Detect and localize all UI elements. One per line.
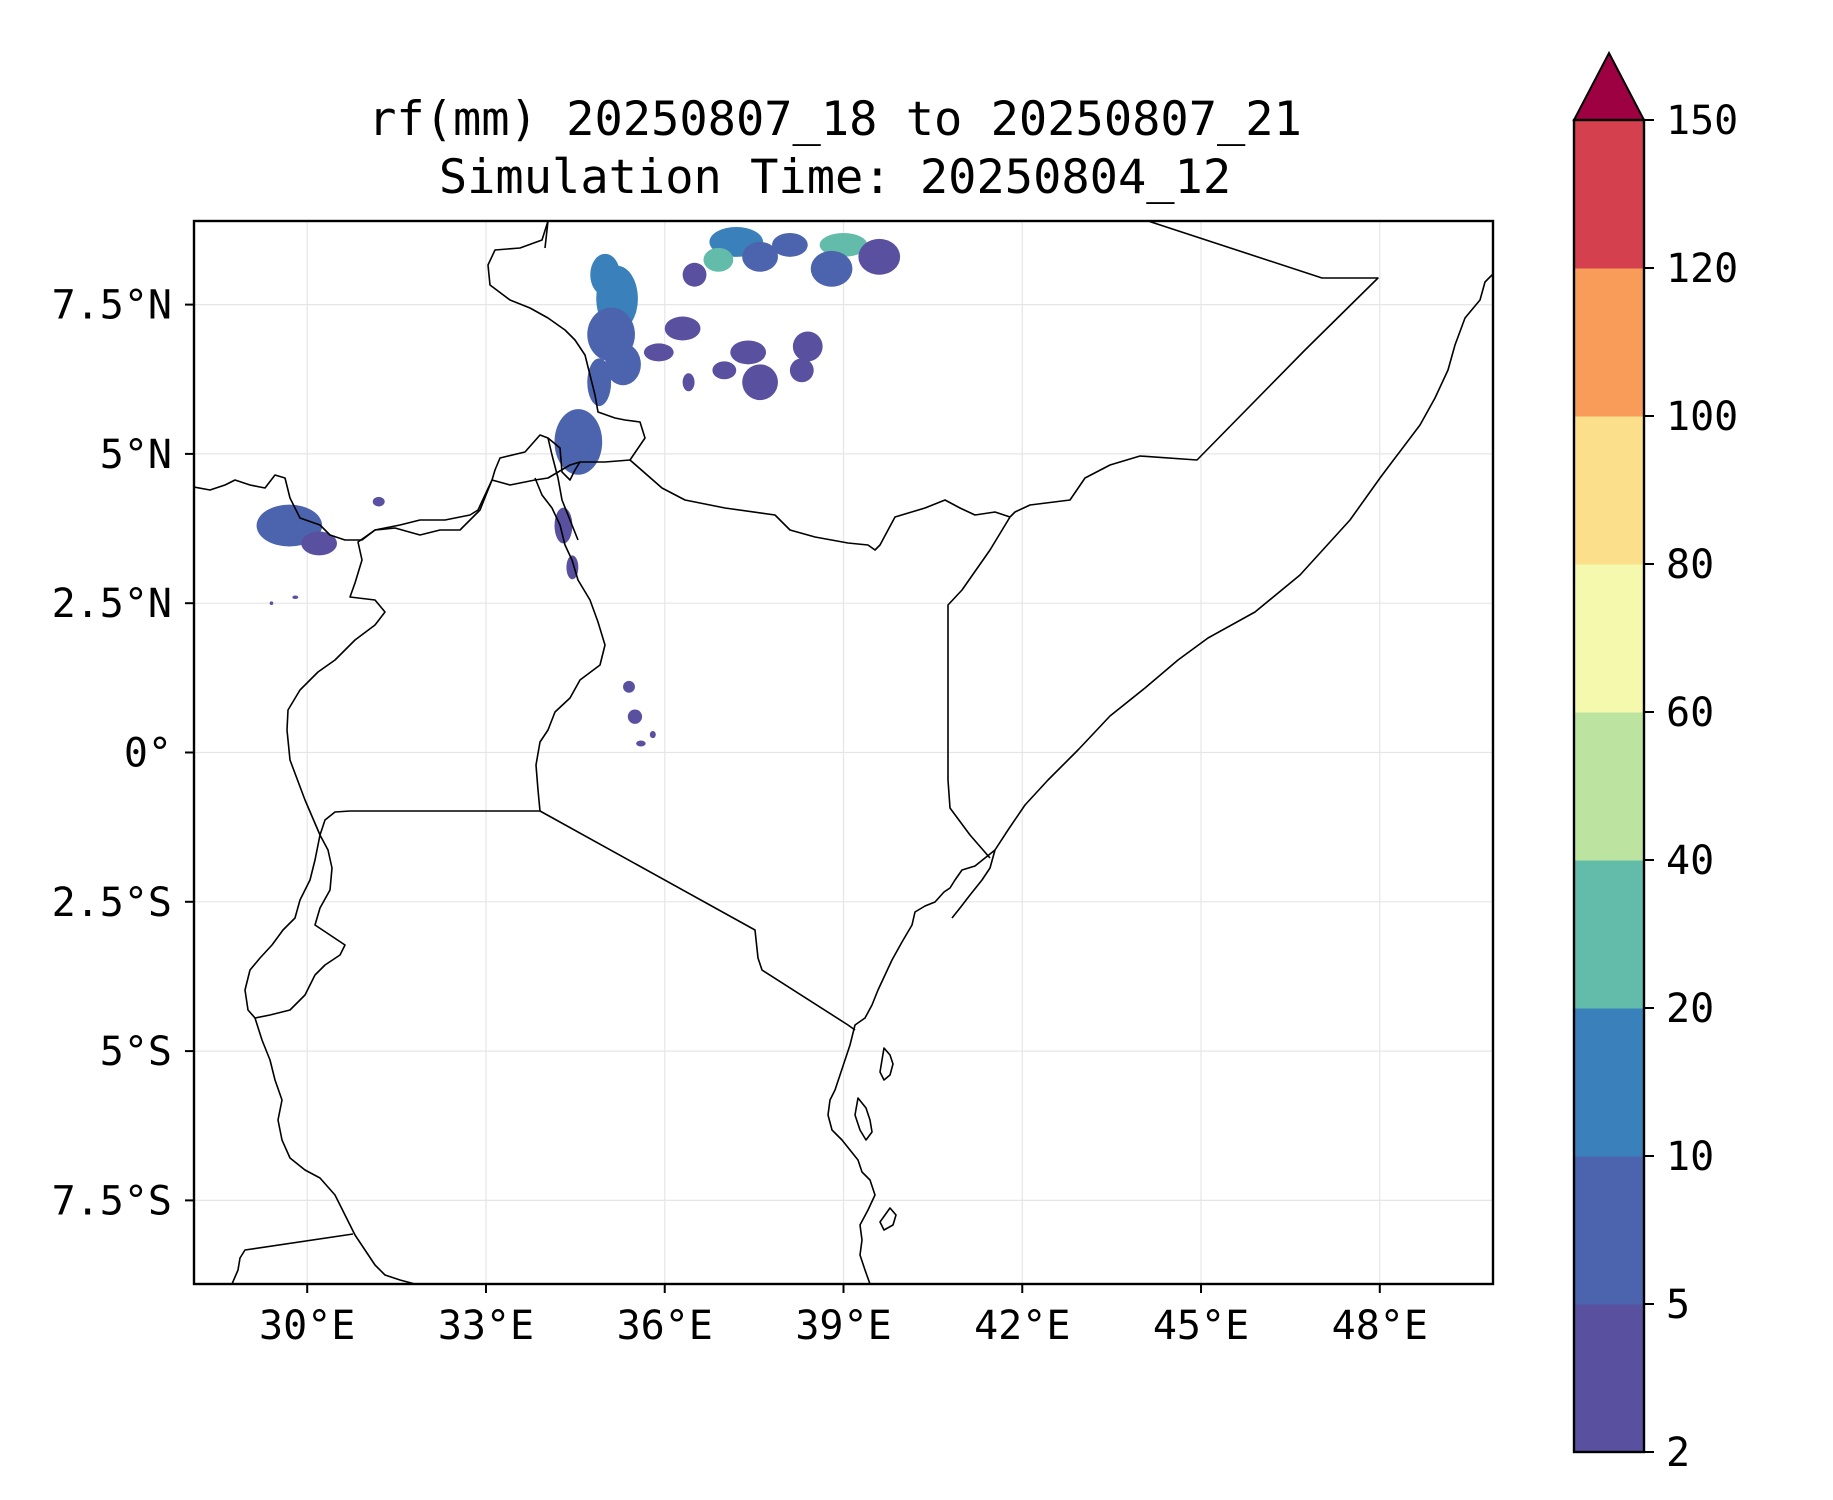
- colorbar-band: [1574, 416, 1644, 565]
- rain-cell: [292, 595, 299, 600]
- rain-cell: [636, 740, 646, 747]
- rain-cell: [649, 731, 656, 739]
- colorbar-tick-label: 10: [1666, 1134, 1714, 1180]
- latitude-ticks: 7.5°N 5°N 2.5°N 0° 2.5°S 5°S 7.5°S: [52, 283, 194, 1224]
- rain-cell: [590, 253, 621, 296]
- lat-tick-label: 5°N: [100, 432, 172, 478]
- colorbar-band: [1574, 1156, 1644, 1305]
- colorbar-tick-label: 120: [1666, 246, 1738, 292]
- southsudan-drc-border: [194, 474, 493, 541]
- rain-cell: [623, 680, 635, 693]
- kenya-tanzania-border: [539, 810, 856, 1031]
- rain-cell: [742, 364, 778, 401]
- rain-cell: [643, 343, 674, 362]
- colorbar-frame: [1572, 118, 1646, 1454]
- rwanda-burundi-border: [244, 834, 346, 1019]
- rain-cell: [627, 709, 643, 724]
- rain-cell: [554, 409, 603, 475]
- lat-tick-label: 2.5°S: [52, 880, 172, 926]
- colorbar-tick-label: 60: [1666, 690, 1714, 736]
- lon-tick-label: 39°E: [795, 1303, 891, 1349]
- ethiopia-kenya-border: [629, 459, 1011, 551]
- rain-cell: [301, 531, 338, 556]
- map-subtitle: Simulation Time: 20250804_12: [439, 150, 1231, 205]
- colorbar-tick-label: 80: [1666, 542, 1714, 588]
- rain-cell: [789, 358, 814, 383]
- colorbar-bands: [1574, 120, 1644, 1453]
- uganda-tanzania-border: [319, 810, 540, 836]
- ethiopia-somalia-border: [1009, 221, 1379, 518]
- colorbar-band: [1574, 860, 1644, 1009]
- kenya-uganda-border: [491, 461, 581, 486]
- rain-cell: [269, 601, 274, 605]
- lat-tick-label: 7.5°S: [52, 1178, 172, 1224]
- colorbar-extend-arrow: [1572, 50, 1646, 121]
- pemba-island: [879, 1047, 894, 1081]
- lat-tick-label: 2.5°N: [52, 581, 172, 627]
- zanzibar-island: [854, 1097, 873, 1141]
- mafia-island: [879, 1207, 897, 1231]
- map-title: rf(mm) 20250807_18 to 20250807_21: [368, 92, 1302, 147]
- somalia-kenya-border: [947, 516, 1011, 859]
- lake-tanganyika-shore: [254, 1017, 416, 1284]
- colorbar-tick-label: 5: [1666, 1282, 1690, 1328]
- colorbar-band: [1574, 712, 1644, 861]
- rain-cell: [605, 343, 641, 386]
- rain-cell: [730, 340, 767, 365]
- rain-cell: [771, 232, 808, 257]
- rain-cell: [810, 250, 853, 287]
- colorbar-tick-label: 100: [1666, 394, 1738, 440]
- map-panel: 30°E 33°E 36°E 39°E 42°E 45°E 48°E 7.5°N 5°N 2.5…: [52, 219, 1495, 1349]
- colorbar-ticks: 2 5 10 20 40 60 80 100 120 150: [1644, 98, 1738, 1476]
- rain-cell: [858, 238, 901, 275]
- colorbar-tick-label: 150: [1666, 98, 1738, 144]
- rain-cell: [682, 373, 695, 392]
- colorbar-tick-label: 2: [1666, 1430, 1690, 1476]
- colorbar: 2 5 10 20 40 60 80 100 120 150: [1572, 50, 1738, 1476]
- sudan-border: [544, 221, 549, 249]
- lon-tick-label: 48°E: [1332, 1303, 1428, 1349]
- drc-tanzania-border: [231, 1233, 354, 1284]
- gridlines: [194, 221, 1493, 1284]
- lon-tick-label: 33°E: [438, 1303, 534, 1349]
- kenya-tanzania-coastline: [827, 849, 996, 1284]
- rain-cell: [664, 316, 701, 341]
- coastlines-and-borders: [194, 221, 1493, 1284]
- somalia-coastline: [951, 273, 1493, 919]
- rain-cell: [587, 358, 612, 407]
- rain-cell: [712, 361, 737, 380]
- rain-cell: [682, 262, 707, 287]
- rain-cell: [703, 247, 734, 272]
- rain-cell: [742, 241, 778, 272]
- lat-tick-label: 7.5°N: [52, 283, 172, 329]
- rain-cell: [792, 331, 823, 362]
- lon-tick-label: 30°E: [259, 1303, 355, 1349]
- colorbar-band: [1574, 564, 1644, 713]
- lat-tick-label: 5°S: [100, 1029, 172, 1075]
- longitude-ticks: 30°E 33°E 36°E 39°E 42°E 45°E 48°E: [259, 1284, 1428, 1349]
- rain-cell: [372, 496, 385, 507]
- colorbar-band: [1574, 120, 1644, 269]
- colorbar-band: [1574, 1304, 1644, 1453]
- rainfall-layer: [256, 226, 901, 747]
- colorbar-band: [1574, 268, 1644, 417]
- colorbar-tick-label: 40: [1666, 838, 1714, 884]
- uganda-kenya-border-south: [534, 477, 606, 812]
- lon-tick-label: 42°E: [974, 1303, 1070, 1349]
- lat-tick-label: 0°: [124, 731, 172, 777]
- lon-tick-label: 36°E: [617, 1303, 713, 1349]
- lon-tick-label: 45°E: [1153, 1303, 1249, 1349]
- uganda-west-border: [286, 479, 493, 836]
- colorbar-band: [1574, 1008, 1644, 1157]
- ethiopia-southsudan-border: [487, 221, 646, 461]
- lake-turkana-shore: [547, 437, 579, 541]
- colorbar-tick-label: 20: [1666, 986, 1714, 1032]
